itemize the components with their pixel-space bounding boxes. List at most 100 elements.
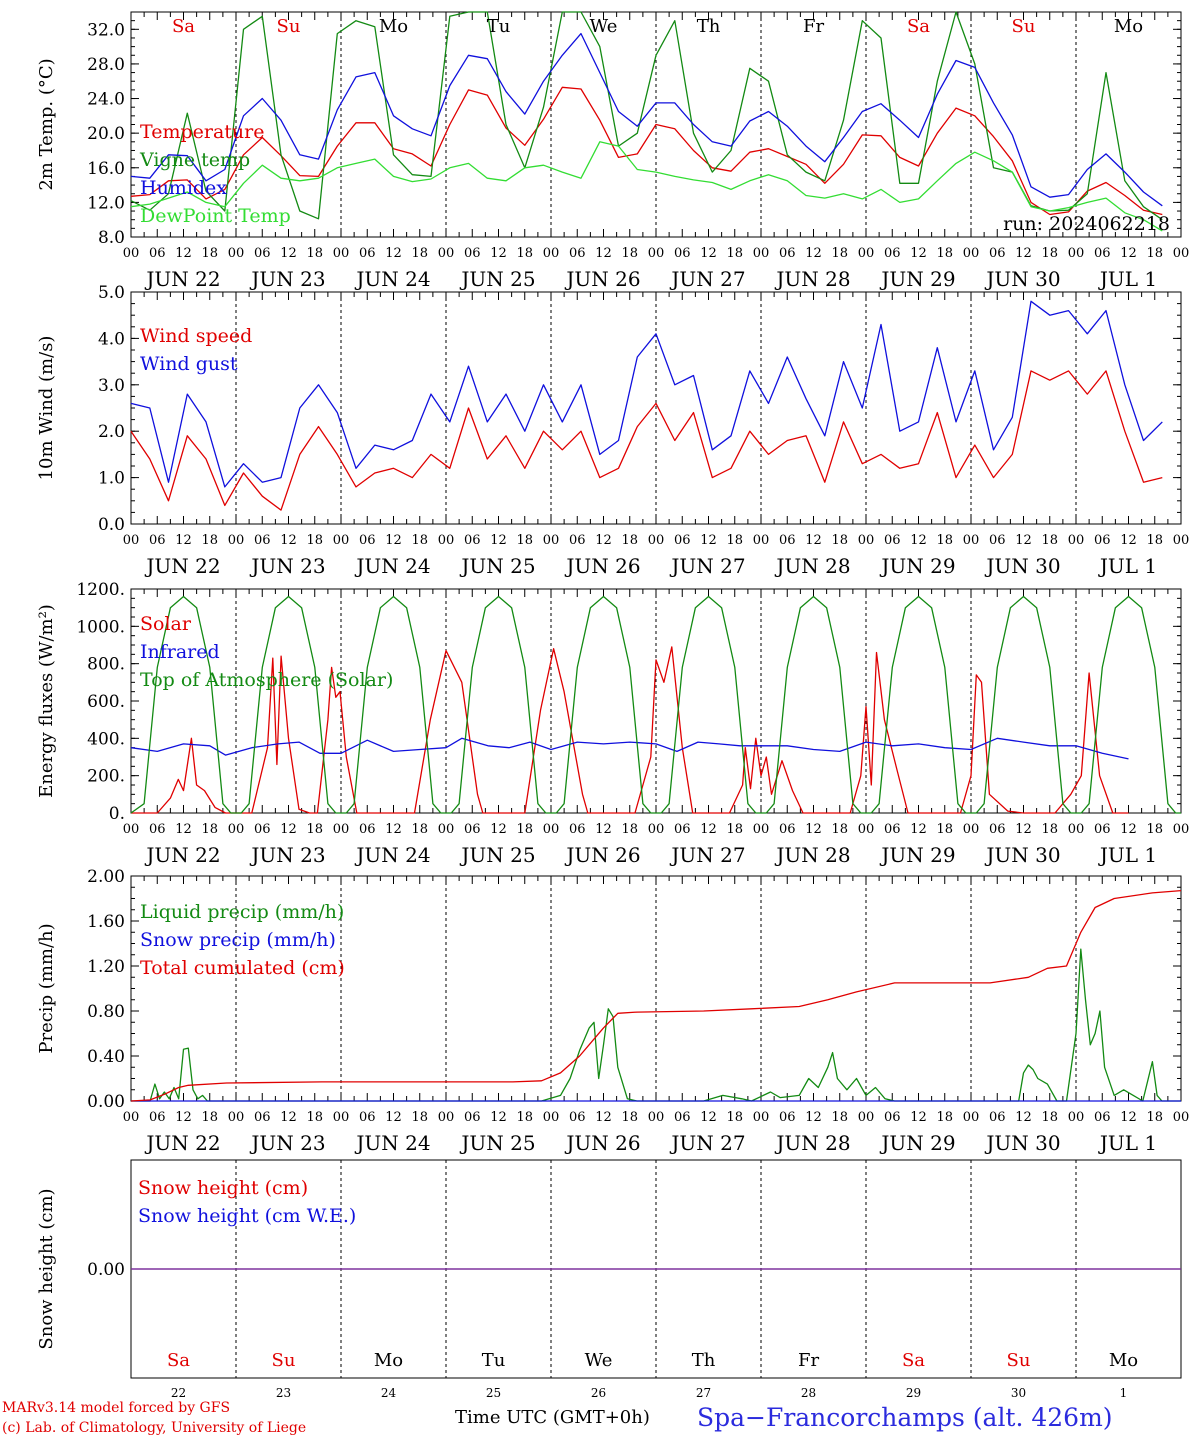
hour-tick-label: 06 [464,533,481,548]
weekday-label: Su [1012,16,1036,37]
hour-tick-label: 00 [1068,822,1085,837]
y-tick-label: 2.0 [98,422,125,442]
hour-tick-label: 18 [726,1110,743,1125]
day-number-label: 27 [696,1386,711,1400]
hour-tick-label: 18 [411,533,428,548]
y-axis-label: Energy fluxes (W/m²) [36,604,57,798]
hour-tick-label: 00 [543,822,560,837]
hour-tick-label: 06 [254,822,271,837]
date-label: JUN 30 [984,843,1060,867]
hour-tick-label: 06 [254,1110,271,1125]
day-number-label: 22 [171,1386,186,1400]
hour-tick-label: 18 [516,1110,533,1125]
hour-tick-label: 18 [726,822,743,837]
y-tick-label: 4.0 [98,329,125,349]
panel-2 [130,291,1182,525]
hour-tick-label: 06 [569,533,586,548]
weekday-label: Mo [379,16,408,37]
date-label: JUN 30 [984,554,1060,578]
lab-credit: (c) Lab. of Climatology, University of L… [2,1420,307,1436]
weekday-label: Mo [1114,16,1143,37]
hour-tick-label: 00 [1173,533,1190,548]
y-tick-label: 24.0 [87,90,125,110]
day-number-label: 1 [1120,1386,1128,1400]
hour-tick-label: 12 [175,1110,192,1125]
y-axis-label: Precip (mm/h) [36,923,57,1053]
hour-tick-label: 18 [1146,533,1163,548]
hour-tick-label: 18 [201,246,218,261]
y-axis-label: 2m Temp. (°C) [36,58,57,190]
hour-tick-label: 18 [516,533,533,548]
y-tick-label: 16.0 [87,159,125,179]
panel-3 [130,588,1182,814]
hour-tick-label: 00 [123,1110,140,1125]
legend-entry: Snow precip (mm/h) [140,929,336,951]
hour-tick-label: 18 [411,246,428,261]
hour-tick-label: 06 [1094,533,1111,548]
hour-tick-label: 00 [123,822,140,837]
y-tick-label: 3.0 [98,376,125,396]
hour-tick-label: 00 [438,1110,455,1125]
hour-tick-label: 18 [726,246,743,261]
date-label: JUN 23 [249,554,325,578]
hour-tick-label: 00 [228,246,245,261]
hour-tick-label: 00 [648,1110,665,1125]
hour-tick-label: 06 [149,1110,166,1125]
hour-tick-label: 18 [1146,822,1163,837]
hour-tick-label: 12 [910,533,927,548]
legend-entry: Top of Atmosphere (Solar) [140,669,393,691]
y-tick-label: 1200. [76,580,125,600]
hour-tick-label: 18 [726,533,743,548]
date-label: JUN 23 [249,267,325,291]
hour-tick-label: 06 [464,246,481,261]
legend-entry: Snow height (cm W.E.) [138,1205,356,1227]
hour-tick-label: 12 [175,822,192,837]
weekday-label-bottom: Su [1007,1350,1031,1371]
date-label: JUN 25 [459,554,535,578]
weekday-label-bottom: Fr [798,1350,819,1371]
hour-tick-label: 06 [149,533,166,548]
hour-tick-label: 06 [359,822,376,837]
hour-tick-label: 06 [884,1110,901,1125]
hour-tick-label: 06 [1094,1110,1111,1125]
hour-tick-label: 00 [438,533,455,548]
hour-tick-label: 00 [333,822,350,837]
weekday-label-bottom: Mo [374,1350,403,1371]
hour-tick-label: 06 [359,533,376,548]
date-label: JUL 1 [1098,267,1157,291]
weekday-label-bottom: We [585,1350,613,1371]
hour-tick-label: 12 [1015,1110,1032,1125]
weekday-label-bottom: Sa [902,1350,925,1371]
model-credit: MARv3.14 model forced by GFS [2,1400,231,1416]
date-label: JUN 24 [354,1131,430,1155]
series-line-wind-speed [130,370,1163,511]
y-axis-label: Snow height (cm) [36,1188,57,1349]
hour-tick-label: 12 [700,533,717,548]
weekday-label: Su [277,16,301,37]
hour-tick-label: 12 [490,1110,507,1125]
series-line-liquid-precip-mm-h- [131,948,1181,1102]
hour-tick-label: 06 [149,822,166,837]
hour-tick-label: 06 [569,246,586,261]
day-number-label: 23 [276,1386,291,1400]
day-number-label: 26 [591,1386,606,1400]
y-tick-label: 1000. [76,617,125,637]
hour-tick-label: 00 [648,533,665,548]
hour-tick-label: 06 [989,1110,1006,1125]
hour-tick-label: 06 [359,1110,376,1125]
date-label: JUN 27 [669,843,745,867]
weekday-label: Th [697,16,721,37]
hour-tick-label: 00 [1173,1110,1190,1125]
hour-tick-label: 00 [753,533,770,548]
hour-tick-label: 00 [648,246,665,261]
y-tick-label: 1.0 [98,469,125,489]
hour-tick-label: 00 [543,1110,560,1125]
hour-tick-label: 18 [831,533,848,548]
date-label: JUN 30 [984,1131,1060,1155]
hour-tick-label: 12 [910,822,927,837]
date-label: JUN 23 [249,1131,325,1155]
hour-tick-label: 00 [228,533,245,548]
hour-tick-label: 18 [306,1110,323,1125]
y-tick-label: 0.0 [98,515,125,535]
